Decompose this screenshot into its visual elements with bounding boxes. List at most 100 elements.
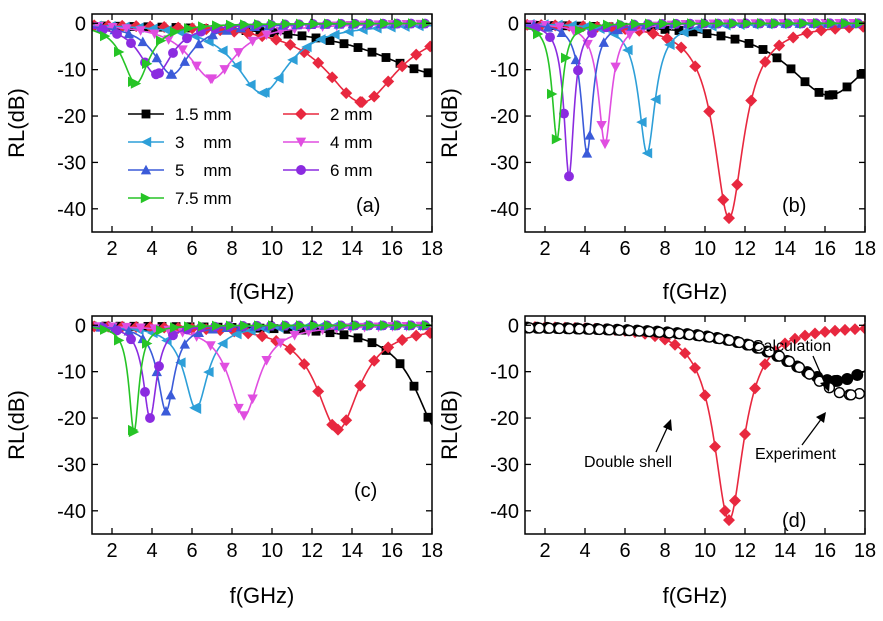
- data-point: [758, 45, 768, 54]
- data-point: [203, 366, 214, 378]
- data-point: [256, 87, 268, 99]
- data-point: [715, 18, 726, 29]
- series-6-mm: [525, 18, 865, 182]
- data-point: [719, 504, 731, 517]
- y-tick-label: -10: [490, 60, 519, 82]
- series-line: [92, 325, 432, 417]
- data-point: [636, 116, 647, 128]
- panel-label: (a): [356, 195, 380, 217]
- data-point: [137, 36, 148, 47]
- data-point: [800, 77, 810, 87]
- data-point: [207, 29, 218, 40]
- data-point: [783, 355, 796, 368]
- data-point: [787, 31, 800, 44]
- data-point: [296, 18, 307, 30]
- data-point: [773, 350, 786, 362]
- data-point: [408, 320, 419, 331]
- plot-frame: [91, 315, 433, 535]
- annotation-arrowhead: [663, 419, 672, 431]
- data-point: [114, 46, 125, 58]
- data-point: [156, 325, 167, 336]
- annotation-label: Calculation: [752, 338, 831, 355]
- y-tick-label: -40: [490, 199, 519, 221]
- annotation-arrowhead: [816, 412, 826, 423]
- x-tick-label: 14: [341, 540, 363, 562]
- data-point: [723, 334, 736, 347]
- data-point: [310, 18, 321, 29]
- data-point: [583, 323, 596, 335]
- data-point: [151, 366, 162, 377]
- data-point: [172, 21, 185, 34]
- data-point: [641, 147, 653, 159]
- data-point: [819, 325, 831, 338]
- data-point: [284, 38, 297, 51]
- x-axis-title: f(GHz): [230, 583, 295, 608]
- data-point: [301, 41, 312, 53]
- x-tick-label: 4: [579, 238, 590, 260]
- data-point: [160, 405, 172, 416]
- data-point: [100, 30, 111, 42]
- data-point: [589, 21, 600, 32]
- annotation-double-shell: Double shell: [584, 419, 672, 471]
- data-point: [623, 324, 636, 337]
- data-point: [126, 38, 136, 49]
- panel-d: 2 4 6 8 10 12 14 16 18 0 -10 -20 -30 -40 f(GHz) RL(dB…: [437, 315, 876, 608]
- data-point: [367, 47, 377, 57]
- data-point: [287, 54, 298, 66]
- x-tick-label: 18: [421, 540, 443, 562]
- data-point: [156, 35, 167, 46]
- data-point: [624, 30, 635, 41]
- data-point: [716, 31, 726, 41]
- data-point: [395, 359, 405, 369]
- data-point: [168, 330, 178, 341]
- data-point: [693, 330, 706, 342]
- data-point: [121, 24, 132, 34]
- data-point: [622, 44, 633, 56]
- plot-frame: [524, 13, 866, 233]
- data-point: [556, 27, 567, 37]
- data-point: [182, 33, 192, 44]
- data-point: [166, 69, 178, 79]
- data-point: [165, 389, 176, 400]
- data-point: [729, 18, 740, 29]
- data-point: [573, 65, 583, 76]
- data-point: [394, 320, 405, 331]
- data-point: [338, 18, 349, 29]
- data-point: [553, 322, 566, 335]
- data-point: [749, 382, 761, 395]
- annotation-arrow: [801, 417, 823, 446]
- data-point: [619, 22, 632, 35]
- data-point: [206, 74, 218, 85]
- legend-swatch-marker: [140, 192, 152, 204]
- data-point: [563, 323, 576, 335]
- y-axis-title: RL(dB): [4, 390, 29, 460]
- data-point: [554, 22, 565, 33]
- data-point: [100, 324, 111, 335]
- plot-frame: [91, 13, 433, 233]
- data-point: [177, 45, 188, 55]
- data-point: [324, 18, 335, 29]
- data-point: [729, 494, 741, 507]
- data-point: [542, 22, 553, 32]
- data-point: [584, 130, 595, 140]
- data-point: [799, 18, 810, 29]
- data-point: [580, 21, 591, 32]
- x-tick-label: 10: [261, 238, 283, 260]
- legend-label: 7.5 mm: [175, 189, 232, 208]
- data-point: [759, 358, 771, 371]
- data-point: [674, 26, 684, 35]
- data-point: [424, 326, 432, 339]
- data-point: [573, 323, 586, 335]
- data-point: [212, 320, 223, 332]
- legend-label: 5 mm: [175, 161, 232, 180]
- data-point: [144, 321, 157, 334]
- data-point: [151, 52, 162, 63]
- series-line: [525, 22, 865, 177]
- data-point: [689, 361, 701, 374]
- data-point: [254, 19, 265, 30]
- data-point: [678, 27, 689, 38]
- data-point: [841, 373, 854, 385]
- data-point: [114, 335, 125, 346]
- data-point: [703, 331, 716, 343]
- data-point: [813, 18, 824, 29]
